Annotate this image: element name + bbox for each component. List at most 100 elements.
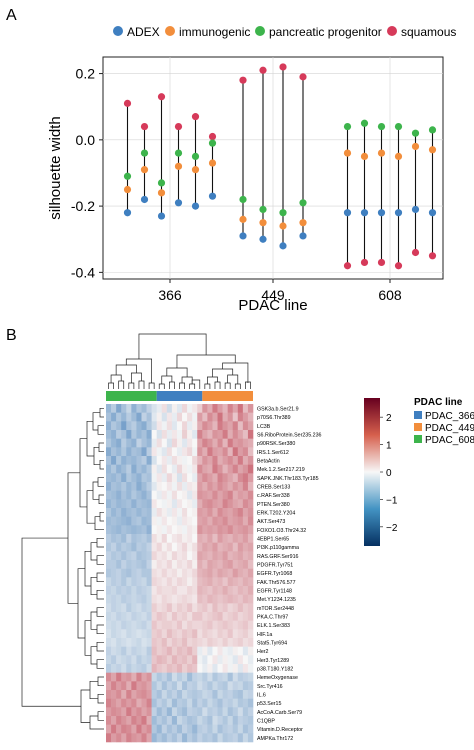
heatmap-cell (106, 733, 112, 743)
heatmap-cell (212, 594, 218, 604)
heatmap-cell (151, 594, 157, 604)
point-pancreatic-progenitor (394, 122, 403, 131)
heatmap-cell (141, 620, 147, 630)
heatmap-cell (131, 707, 137, 717)
heatmap-cell (242, 438, 249, 448)
heatmap-cell (242, 508, 249, 517)
heatmap-cell (217, 473, 223, 483)
heatmap-cell (212, 612, 218, 621)
point-ADEX (123, 209, 132, 217)
heatmap-cell (247, 430, 254, 439)
heatmap-cell (111, 542, 117, 552)
column-dendrogram-branch (148, 382, 155, 389)
heatmap-cell (136, 551, 142, 561)
heatmap-cell (192, 698, 198, 708)
panel-b-color-scale-bar (364, 398, 380, 546)
heatmap-cell (217, 404, 223, 413)
heatmap-cell (227, 542, 234, 552)
heatmap-cell (222, 412, 228, 422)
heatmap-cell (207, 542, 213, 552)
heatmap-cell (232, 716, 239, 725)
scale-tick-label-2: 0 (386, 468, 392, 479)
heatmap-cell (141, 690, 147, 699)
point-immunogenic (377, 149, 386, 157)
heatmap-cell (197, 499, 203, 509)
heatmap-cell (146, 412, 152, 422)
point-pancreatic-progenitor (343, 122, 352, 131)
heatmap-cell (217, 438, 223, 448)
row-dendrogram-branch (96, 641, 104, 652)
heatmap-cell (217, 603, 223, 613)
heatmap-cell (217, 594, 223, 604)
row-label: AKT.Ser473 (257, 519, 285, 525)
heatmap-cell (242, 594, 249, 604)
heatmap-cell (136, 534, 142, 543)
heatmap-cell (247, 412, 254, 422)
row-dendrogram-branch (92, 412, 100, 431)
heatmap-cell (202, 733, 208, 743)
heatmap-cell (192, 620, 198, 630)
heatmap-cell (161, 655, 168, 665)
heatmap-cell (166, 490, 173, 500)
heatmap-cell (192, 412, 198, 422)
heatmap-cell (136, 473, 142, 483)
heatmap-cell (121, 716, 127, 725)
heatmap-cell (242, 672, 249, 682)
heatmap-cell (212, 438, 218, 448)
heatmap-cell (197, 681, 203, 691)
heatmap-cell (166, 681, 173, 691)
heatmap-cell (242, 638, 249, 647)
heatmap-cell (232, 577, 239, 587)
heatmap-cell (197, 646, 203, 656)
heatmap-cell (232, 516, 239, 526)
row-label: EGFR.Tyr1148 (257, 589, 292, 595)
heatmap-cell (166, 733, 173, 743)
heatmap-cell (136, 430, 142, 439)
heatmap-cell (131, 542, 137, 552)
point-ADEX (299, 232, 307, 240)
heatmap-cell (232, 542, 239, 552)
column-dendrogram-branch (191, 379, 201, 389)
heatmap-cell (217, 716, 223, 725)
heatmap-cell (146, 430, 152, 439)
heatmap-cell (247, 404, 254, 413)
heatmap-cell (182, 646, 188, 656)
heatmap-cell (202, 612, 208, 621)
heatmap-cell (126, 646, 132, 656)
heatmap-cell (156, 603, 163, 613)
heatmap-cell (166, 542, 173, 552)
heatmap-cell (161, 612, 168, 621)
point-squamous (360, 258, 369, 267)
row-label: FAK.Thr576.577 (257, 580, 296, 586)
heatmap-cell (247, 490, 254, 500)
heatmap-cell (217, 577, 223, 587)
row-dendrogram-branch (84, 550, 91, 587)
legend-swatch-1 (165, 26, 175, 36)
heatmap-cell (116, 534, 122, 543)
heatmap-cell (182, 638, 188, 647)
heatmap-cell (136, 646, 142, 656)
point-immunogenic (394, 152, 403, 161)
heatmap-cell (116, 638, 122, 647)
heatmap-cell (141, 499, 147, 509)
heatmap-cell (176, 629, 183, 639)
panel-a-label: A (6, 7, 17, 24)
heatmap-cell (197, 724, 203, 734)
heatmap-cell (202, 681, 208, 691)
heatmap-cell (207, 586, 213, 595)
heatmap-cell (247, 560, 254, 569)
row-dendrogram-branch (96, 659, 104, 669)
heatmap-cell (227, 430, 234, 439)
heatmap-cell (176, 404, 183, 413)
column-group-bar-1 (156, 391, 203, 401)
heatmap-cell (141, 724, 147, 734)
row-label: S6.RiboProtein.Ser235.236 (257, 433, 322, 439)
heatmap-cell (111, 534, 117, 543)
heatmap-cell (247, 716, 254, 725)
heatmap-cell (126, 672, 132, 682)
heatmap-cell (176, 612, 183, 621)
heatmap-cell (156, 707, 163, 717)
heatmap-cell (207, 698, 213, 708)
heatmap-cell (141, 664, 147, 673)
heatmap-cell (187, 447, 193, 457)
